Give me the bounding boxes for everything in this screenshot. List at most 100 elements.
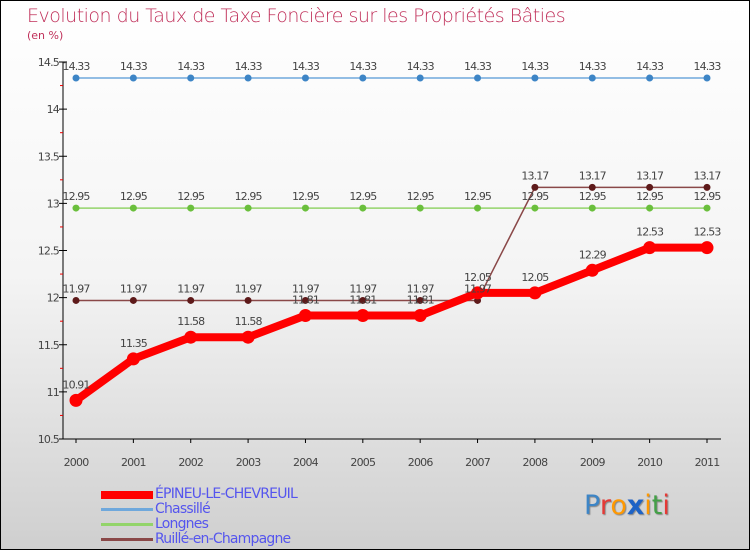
data-label: 14.33 bbox=[63, 60, 91, 73]
data-label: 14.33 bbox=[521, 60, 549, 73]
data-point bbox=[588, 183, 596, 191]
legend-item: Ruillé-en-Champagne bbox=[101, 532, 297, 547]
x-tick-label: 2005 bbox=[350, 456, 376, 469]
y-tick-label: 10.5 bbox=[38, 433, 60, 446]
data-label: 11.81 bbox=[349, 294, 376, 307]
y-tick-label: 13 bbox=[47, 197, 60, 210]
data-point bbox=[301, 296, 309, 304]
data-label: 12.95 bbox=[694, 190, 722, 203]
data-label: 14.33 bbox=[464, 60, 492, 73]
data-point bbox=[187, 204, 195, 212]
data-label: 12.95 bbox=[579, 190, 607, 203]
data-point bbox=[416, 204, 424, 212]
logo-letter: i bbox=[644, 490, 652, 521]
series-line-0 bbox=[73, 243, 707, 404]
data-point bbox=[184, 330, 198, 344]
data-label: 12.53 bbox=[694, 226, 722, 239]
data-point bbox=[474, 204, 482, 212]
data-point bbox=[703, 74, 711, 82]
data-point bbox=[359, 204, 367, 212]
data-label: 13.17 bbox=[521, 169, 549, 182]
series-line-3 bbox=[76, 186, 707, 302]
logo-letter: i bbox=[662, 490, 670, 521]
legend-label: Chassillé bbox=[155, 501, 211, 517]
data-point bbox=[129, 74, 137, 82]
legend-label: Longnes bbox=[155, 516, 209, 532]
x-tick-label: 2000 bbox=[64, 456, 90, 469]
data-label: 11.97 bbox=[292, 282, 320, 295]
logo-letter: r bbox=[599, 490, 611, 521]
data-point bbox=[646, 204, 654, 212]
legend: ÉPINEU-LE-CHEVREUIL Chassillé Longnes Ruill… bbox=[101, 486, 298, 547]
data-point bbox=[531, 183, 539, 191]
data-point bbox=[643, 241, 657, 255]
x-tick-label: 2008 bbox=[523, 456, 549, 469]
data-point bbox=[700, 241, 714, 255]
x-tick-label: 2007 bbox=[465, 456, 491, 469]
data-label: 14.33 bbox=[292, 60, 320, 73]
data-label: 11.97 bbox=[349, 282, 377, 295]
data-label: 13.17 bbox=[579, 169, 607, 182]
x-tick-label: 2004 bbox=[293, 456, 319, 469]
data-point bbox=[187, 296, 195, 304]
data-label: 12.95 bbox=[636, 190, 664, 203]
data-point bbox=[244, 204, 252, 212]
data-label: 11.58 bbox=[235, 315, 263, 328]
data-point bbox=[528, 286, 542, 300]
data-point bbox=[359, 74, 367, 82]
data-point bbox=[359, 296, 367, 304]
data-label: 14.33 bbox=[349, 60, 377, 73]
data-label: 12.05 bbox=[464, 271, 492, 284]
data-label: 14.33 bbox=[235, 60, 263, 73]
data-point bbox=[531, 204, 539, 212]
data-point bbox=[413, 309, 427, 323]
legend-label: ÉPINEU-LE-CHEVREUIL bbox=[155, 486, 298, 502]
y-tick-label: 14.5 bbox=[38, 56, 60, 69]
data-point bbox=[301, 74, 309, 82]
logo-letter: x bbox=[626, 490, 645, 521]
proxiti-logo: Proxiti bbox=[584, 490, 670, 521]
data-point bbox=[72, 74, 80, 82]
y-tick-label: 11.5 bbox=[38, 339, 60, 352]
data-point bbox=[129, 204, 137, 212]
data-point bbox=[588, 74, 596, 82]
data-label: 13.17 bbox=[694, 169, 722, 182]
legend-item: Longnes bbox=[101, 517, 297, 532]
data-label: 11.97 bbox=[235, 282, 263, 295]
data-point bbox=[244, 296, 252, 304]
legend-swatch bbox=[101, 508, 153, 511]
x-tick-label: 2011 bbox=[695, 456, 720, 469]
data-point bbox=[585, 263, 599, 277]
data-point bbox=[646, 74, 654, 82]
data-label: 14.33 bbox=[407, 60, 435, 73]
x-tick-label: 2010 bbox=[637, 456, 663, 469]
data-label: 12.95 bbox=[349, 190, 377, 203]
legend-swatch bbox=[101, 538, 153, 541]
data-point bbox=[531, 74, 539, 82]
data-label: 12.29 bbox=[579, 248, 607, 261]
data-label: 12.95 bbox=[120, 190, 148, 203]
legend-swatch bbox=[101, 523, 153, 526]
data-point bbox=[703, 204, 711, 212]
data-label: 11.35 bbox=[120, 337, 148, 350]
data-label: 11.97 bbox=[63, 282, 91, 295]
legend-item: ÉPINEU-LE-CHEVREUIL bbox=[101, 486, 298, 502]
data-label: 11.81 bbox=[407, 294, 434, 307]
y-tick-label: 12 bbox=[47, 292, 59, 305]
chart-title: Evolution du Taux de Taxe Foncière sur l… bbox=[27, 5, 566, 27]
legend-swatch bbox=[101, 490, 153, 499]
data-label: 12.95 bbox=[235, 190, 263, 203]
data-point bbox=[588, 204, 596, 212]
data-label: 11.97 bbox=[120, 282, 148, 295]
data-point bbox=[646, 183, 654, 191]
data-point bbox=[72, 204, 80, 212]
data-label: 12.95 bbox=[177, 190, 205, 203]
logo-letter: o bbox=[610, 490, 627, 521]
data-label: 12.95 bbox=[63, 190, 91, 203]
x-tick-label: 2001 bbox=[121, 456, 146, 469]
data-label: 11.58 bbox=[177, 315, 205, 328]
data-label: 11.81 bbox=[292, 294, 319, 307]
data-point bbox=[416, 296, 424, 304]
data-label: 12.95 bbox=[464, 190, 492, 203]
